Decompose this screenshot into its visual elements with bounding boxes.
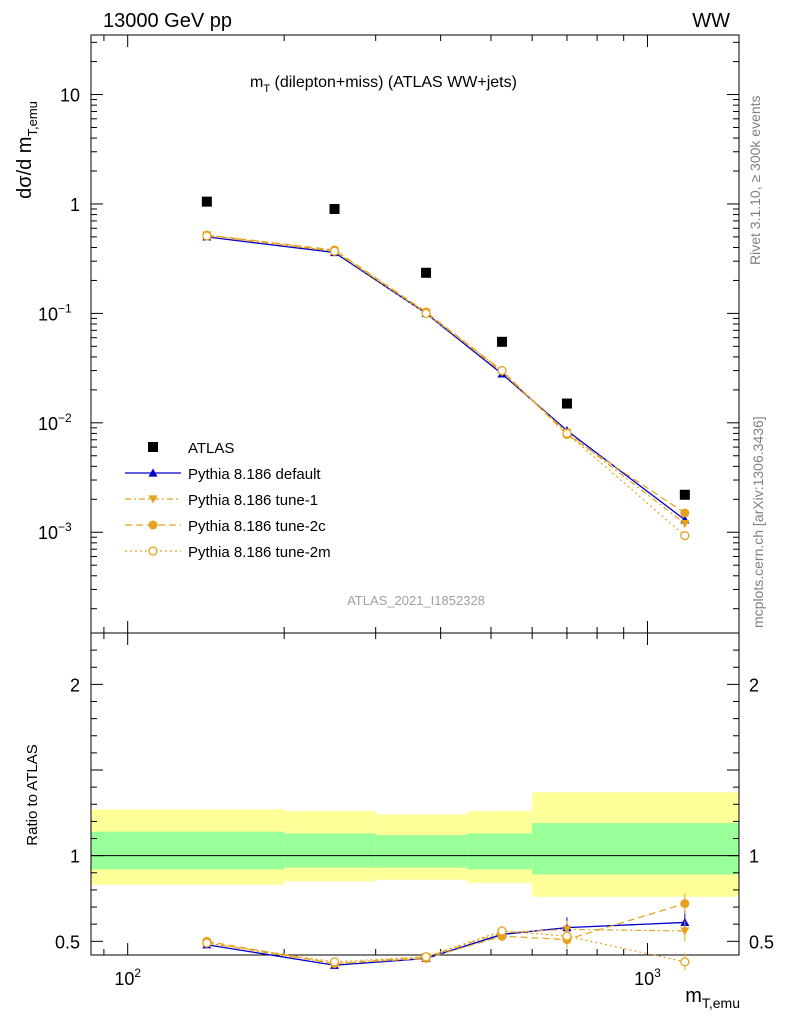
y-tick-label-1: 1 [70, 195, 80, 215]
series-2-point-5 [680, 508, 690, 518]
ratio-band-inner-1 [284, 833, 376, 868]
atlas-point-5 [679, 489, 690, 500]
series-3-ratio-point-1 [329, 957, 340, 967]
series-3-point-2 [421, 308, 431, 319]
atlas-point-1 [329, 203, 340, 214]
ratio-tick-label-right-2: 0.5 [749, 932, 774, 952]
rivet-label: Rivet 3.1.10, ≥ 300k events [747, 95, 763, 265]
series-line-main-1 [206, 234, 686, 525]
tick-labels: 102 103 10 1 10−1 10−2 10−3 2 2 1 1 0.5 0.5 [38, 86, 774, 989]
legend-marker-2 [148, 495, 158, 504]
series-3-point-0 [202, 231, 212, 241]
series-3-ratio-point-3 [497, 926, 507, 936]
series-3-ratio-point-2 [421, 952, 431, 962]
plot-title: mT (dilepton+miss) (ATLAS WW+jets) [250, 74, 517, 95]
y-tick-label-3: 10−2 [38, 411, 72, 434]
ratio-band-inner-4 [532, 823, 739, 875]
series-lines [206, 234, 686, 966]
legend-label-0: ATLAS [188, 440, 234, 457]
atlas-point-0 [201, 196, 212, 207]
series-line-main-3 [206, 235, 686, 537]
x-axis-label: mT,emu [685, 985, 740, 1011]
series-line-ratio-2 [206, 903, 686, 965]
ratio-tick-label-right-1: 1 [749, 847, 759, 867]
x-tick-label-0: 102 [114, 966, 141, 989]
series-line-ratio-3 [206, 930, 685, 963]
series-3-ratio-point-5 [680, 957, 690, 967]
y-tick-label-2: 10−1 [38, 301, 72, 324]
mcplots-label: mcplots.cern.ch [arXiv:1306.3436] [750, 416, 766, 628]
series-3-point-5 [680, 531, 690, 541]
legend-label-2: Pythia 8.186 tune-1 [188, 492, 318, 509]
legend-marker-4 [148, 546, 158, 556]
ratio-tick-label-left-2: 0.5 [55, 932, 80, 952]
legend-marker-1 [148, 468, 158, 477]
series-line-ratio-1 [206, 928, 685, 965]
series-3-point-4 [562, 428, 572, 439]
legend-marker-0 [148, 442, 158, 452]
atlas-point-3 [497, 336, 508, 347]
ratio-band-inner-0 [91, 831, 285, 870]
series-line-main-0 [206, 236, 686, 521]
legend-label-3: Pythia 8.186 tune-2c [188, 518, 326, 535]
series-line-ratio-0 [206, 921, 685, 966]
ratio-tick-label-right-0: 2 [749, 675, 759, 695]
legend-label-4: Pythia 8.186 tune-2m [188, 544, 331, 561]
series-1-point-5 [680, 519, 690, 529]
analysis-watermark: ATLAS_2021_I1852328 [347, 593, 485, 608]
y-tick-label-4: 10−3 [38, 520, 72, 543]
series-3-point-3 [497, 365, 507, 376]
ratio-band-inner-3 [467, 833, 533, 870]
series-3-point-1 [329, 246, 340, 256]
header-left: 13000 GeV pp [103, 10, 232, 32]
ratio-plot-frame [90, 632, 740, 956]
data-marks [201, 196, 690, 971]
y-tick-label-0: 10 [60, 86, 80, 106]
atlas-point-4 [561, 398, 572, 409]
legend-marker-3 [148, 520, 158, 530]
ratio-band-inner-2 [375, 835, 468, 868]
atlas-point-2 [421, 267, 432, 278]
x-tick-label-1: 103 [634, 966, 661, 989]
series-2-ratio-point-5 [680, 899, 690, 909]
legend-label-1: Pythia 8.186 default [188, 466, 321, 483]
header-right: WW [692, 10, 730, 32]
axis-ticks [91, 35, 739, 955]
series-3-ratio-point-4 [562, 931, 572, 941]
series-3-ratio-point-0 [202, 938, 212, 948]
ratio-tick-label-left-1: 1 [70, 847, 80, 867]
series-1-ratio-point-5 [680, 927, 690, 936]
uncertainty-bands [91, 792, 739, 897]
y-axis-label: dσ/d mT,emu [14, 101, 40, 199]
ratio-tick-label-left-0: 2 [70, 675, 80, 695]
ratio-y-axis-label: Ratio to ATLAS [24, 744, 41, 845]
legend: ATLAS Pythia 8.186 default Pythia 8.186 tu… [125, 440, 331, 561]
